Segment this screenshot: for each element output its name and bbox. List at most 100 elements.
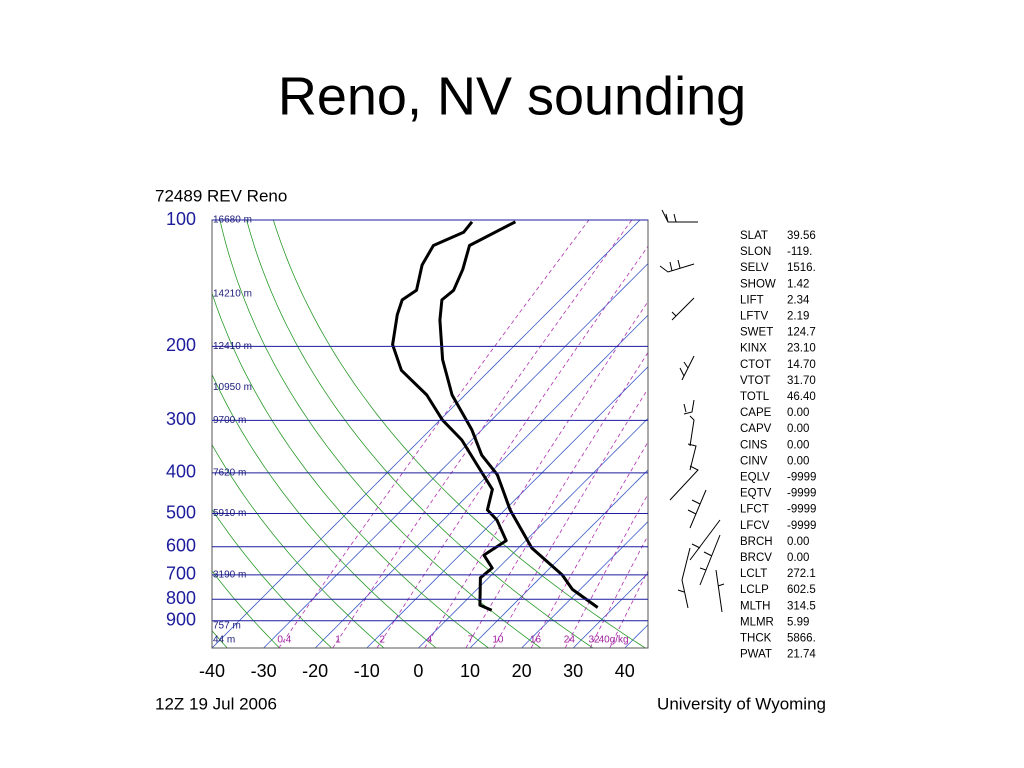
x-tick-label: -30 <box>251 661 277 681</box>
wind-barb <box>659 259 695 273</box>
mixing-ratio-label: 0.4 <box>277 635 291 646</box>
x-tick-label: 0 <box>413 661 423 681</box>
wind-barb <box>689 415 695 447</box>
isotherm <box>418 417 648 648</box>
height-label: 757 m <box>213 620 241 631</box>
stat-name: CINS <box>740 439 768 451</box>
stat-value: 0.00 <box>787 455 809 467</box>
wind-barb <box>669 465 699 501</box>
stat-value: 0.00 <box>787 536 809 548</box>
dry-adiabat <box>246 220 594 648</box>
stat-name: KINX <box>740 343 767 355</box>
stat-name: BRCV <box>740 552 772 564</box>
stat-name: CTOT <box>740 359 771 371</box>
stat-name: CINV <box>740 455 768 467</box>
stat-value: 1.42 <box>787 278 809 290</box>
plot-area <box>212 220 648 648</box>
mixing-ratio-line <box>278 220 590 648</box>
isotherm <box>366 366 648 648</box>
mixing-ratio-line <box>493 388 648 648</box>
wind-barbs <box>659 209 725 613</box>
mixing-ratio-line <box>465 351 648 648</box>
y-tick-label: 100 <box>166 209 196 229</box>
mixing-ratio-line <box>564 493 648 648</box>
stat-value: 0.00 <box>787 439 809 451</box>
stat-name: LCLT <box>740 568 767 580</box>
stat-name: SHOW <box>740 278 776 290</box>
stat-value: 23.10 <box>787 343 816 355</box>
mixing-ratio-label: 2 <box>379 635 385 646</box>
mixing-ratio-label: 24 <box>564 635 576 646</box>
stat-name: LFCV <box>740 520 770 532</box>
profile-line <box>438 220 599 609</box>
x-tick-label: 20 <box>512 661 532 681</box>
stat-value: 31.70 <box>787 375 816 387</box>
stat-value: 314.5 <box>787 600 816 612</box>
y-tick-label: 500 <box>166 502 196 522</box>
x-tick-label: -40 <box>199 661 225 681</box>
stat-value: -9999 <box>787 472 816 484</box>
stat-name: BRCH <box>740 536 773 548</box>
stat-value: 0.00 <box>787 423 809 435</box>
isotherm <box>521 521 648 648</box>
isotherm <box>263 263 648 648</box>
dry-adiabat <box>212 443 385 648</box>
stat-name: EQTV <box>740 488 772 500</box>
x-tick-label: -10 <box>354 661 380 681</box>
dry-adiabat <box>212 373 437 648</box>
stat-value: -9999 <box>787 488 816 500</box>
chart-title: 72489 REV Reno <box>155 186 287 205</box>
stat-value: 602.5 <box>787 584 816 596</box>
dry-adiabat <box>272 220 646 648</box>
height-label: 44 m <box>213 635 235 646</box>
stat-value: 14.70 <box>787 359 816 371</box>
dry-adiabat <box>212 630 228 648</box>
isotherm <box>212 220 641 648</box>
stat-name: MLTH <box>740 600 770 612</box>
height-label: 12410 m <box>213 341 252 352</box>
height-label: 10950 m <box>213 382 252 393</box>
height-label: 16680 m <box>213 215 252 226</box>
mixing-ratio-label: 10 <box>492 635 504 646</box>
dry-adiabat <box>212 570 280 648</box>
dry-adiabat <box>212 508 332 648</box>
stat-value: -119. <box>787 246 812 258</box>
stat-value: -9999 <box>787 520 816 532</box>
stat-name: CAPV <box>740 423 772 435</box>
isotherm <box>469 469 648 648</box>
y-tick-label: 300 <box>166 409 196 429</box>
y-tick-label: 600 <box>166 536 196 556</box>
stat-value: 2.19 <box>787 311 809 323</box>
stat-name: MLMR <box>740 616 774 628</box>
y-tick-label: 200 <box>166 335 196 355</box>
stat-name: TOTL <box>740 391 770 403</box>
isotherm <box>314 314 648 648</box>
isotherm <box>572 572 648 648</box>
mixing-ratio-line <box>424 300 648 648</box>
height-label: 14210 m <box>213 289 252 300</box>
stat-name: LFTV <box>740 311 768 323</box>
stat-value: 21.74 <box>787 649 816 661</box>
stat-value: 1516. <box>787 262 816 274</box>
mixing-ratio-line <box>376 245 648 648</box>
stat-name: SELV <box>740 262 769 274</box>
wind-barb <box>671 297 695 321</box>
dry-adiabat <box>212 291 489 648</box>
stat-value: 272.1 <box>787 568 816 580</box>
stat-name: PWAT <box>740 649 772 661</box>
wind-barb <box>661 209 698 223</box>
mixing-ratio-label: 16 <box>530 635 542 646</box>
stat-name: SLAT <box>740 230 768 242</box>
y-tick-label: 900 <box>166 610 196 630</box>
stat-name: SLON <box>740 246 771 258</box>
wind-barb <box>687 443 697 471</box>
height-label: 7620 m <box>213 467 246 478</box>
mixing-ratio-label: 40g/kg <box>599 635 629 646</box>
stat-value: 39.56 <box>787 230 816 242</box>
plot-frame <box>211 219 649 649</box>
mixing-ratio-label: 7 <box>468 635 474 646</box>
mixing-ratio-line <box>589 534 648 648</box>
stat-name: EQLV <box>740 472 770 484</box>
stat-name: VTOT <box>740 375 770 387</box>
